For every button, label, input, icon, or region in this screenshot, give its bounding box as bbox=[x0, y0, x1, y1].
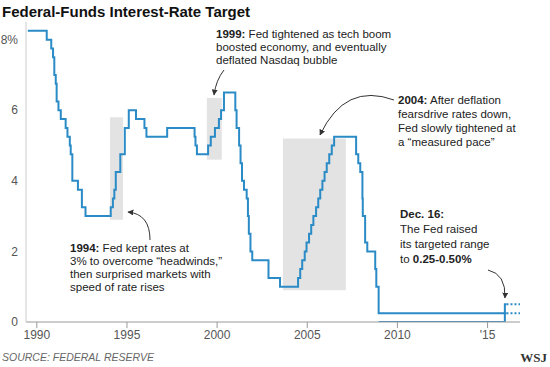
svg-text:2005: 2005 bbox=[294, 328, 321, 342]
svg-text:WSJ: WSJ bbox=[520, 350, 542, 365]
svg-text:2000: 2000 bbox=[204, 328, 231, 342]
svg-text:6: 6 bbox=[11, 103, 18, 117]
svg-text:1995: 1995 bbox=[114, 328, 141, 342]
svg-text:2004: After deflation: 2004: After deflation bbox=[398, 94, 501, 106]
svg-text:1994: Fed kept rates at: 1994: Fed kept rates at bbox=[70, 242, 190, 254]
svg-text:Fed slowly tightened at: Fed slowly tightened at bbox=[398, 122, 516, 134]
svg-text:1999: Fed tightened as tech bo: 1999: Fed tightened as tech boom bbox=[216, 28, 391, 40]
svg-text:a “measured pace”: a “measured pace” bbox=[398, 136, 495, 148]
svg-text:The Fed raised: The Fed raised bbox=[400, 223, 477, 235]
svg-text:2: 2 bbox=[11, 245, 18, 259]
svg-text:Dec. 16:: Dec. 16: bbox=[400, 208, 444, 220]
svg-text:4: 4 bbox=[11, 174, 18, 188]
svg-text:1990: 1990 bbox=[23, 328, 50, 342]
svg-text:8%: 8% bbox=[8, 33, 18, 47]
svg-text:then surprised markets with: then surprised markets with bbox=[70, 268, 211, 280]
svg-text:boosted economy, and eventuall: boosted economy, and eventually bbox=[216, 41, 387, 53]
svg-text:3% to overcome “headwinds,”: 3% to overcome “headwinds,” bbox=[70, 255, 222, 267]
svg-text:Federal-Funds Interest-Rate Ta: Federal-Funds Interest-Rate Target bbox=[8, 3, 250, 20]
svg-text:'15: '15 bbox=[480, 328, 496, 342]
svg-text:0: 0 bbox=[11, 315, 18, 329]
svg-text:to 0.25-0.50%: to 0.25-0.50% bbox=[400, 253, 472, 265]
svg-text:its targeted range: its targeted range bbox=[400, 238, 490, 250]
svg-text:2010: 2010 bbox=[384, 328, 411, 342]
svg-text:SOURCE: FEDERAL RESERVE: SOURCE: FEDERAL RESERVE bbox=[8, 351, 155, 363]
svg-text:speed of rate rises: speed of rate rises bbox=[70, 281, 165, 293]
svg-text:deflated Nasdaq bubble: deflated Nasdaq bubble bbox=[216, 54, 338, 66]
svg-text:fearsdrive rates down,: fearsdrive rates down, bbox=[398, 108, 511, 120]
